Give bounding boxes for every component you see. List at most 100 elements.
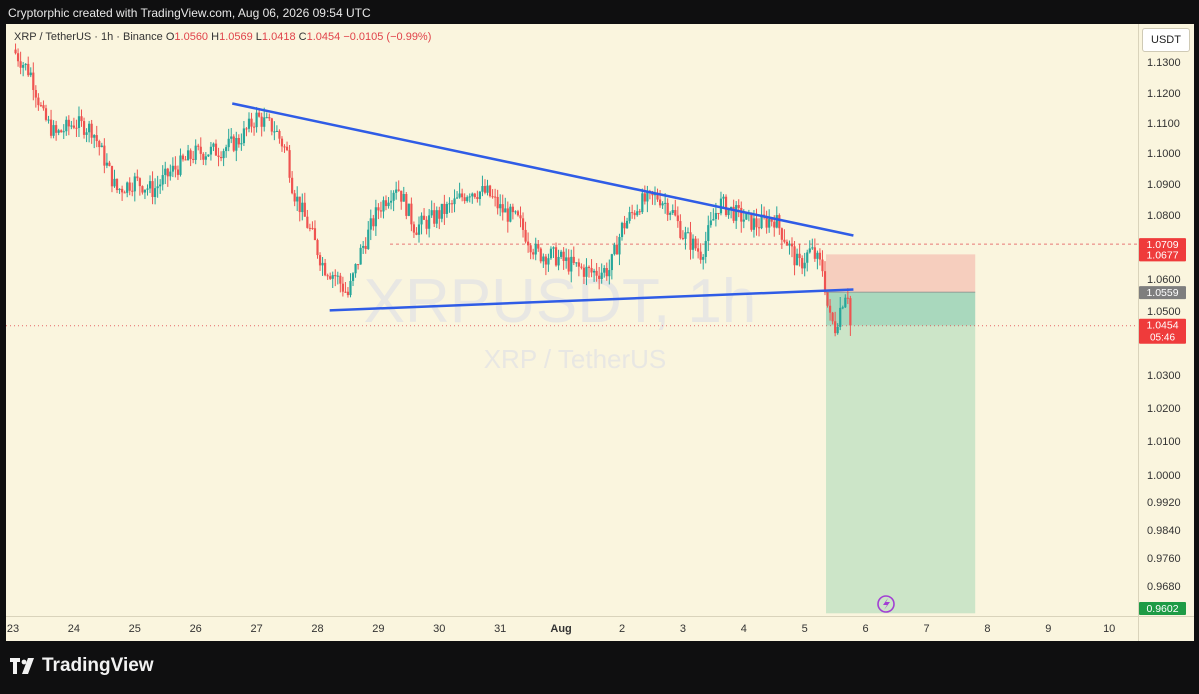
candle-body — [232, 136, 235, 151]
candle-body — [631, 212, 634, 214]
candle-body — [70, 125, 73, 127]
flash-alert-icon — [877, 595, 895, 613]
candle-body — [486, 185, 489, 193]
candle-body — [689, 232, 692, 250]
candle-body — [156, 186, 159, 189]
candle-body — [372, 218, 375, 227]
candle-body — [255, 112, 258, 128]
candle-body — [768, 219, 771, 228]
candle-body — [613, 244, 616, 255]
candle-body — [263, 117, 266, 127]
candle-body — [412, 224, 416, 233]
candle-body — [620, 222, 624, 238]
candle-body — [547, 258, 550, 265]
candle-body — [237, 137, 240, 145]
candle-body — [298, 196, 301, 213]
candle-body — [653, 194, 657, 196]
candle-body — [422, 215, 426, 220]
candle-body — [577, 262, 580, 267]
time-tick-label: 2 — [619, 623, 625, 635]
time-tick-label: Aug — [550, 623, 571, 635]
candle-body — [32, 72, 35, 91]
candle-body — [775, 215, 778, 228]
candle-body — [557, 256, 560, 266]
candle-body — [428, 215, 431, 229]
candle-body — [770, 219, 773, 222]
candle-body — [75, 127, 78, 129]
candle-body — [686, 232, 690, 234]
candle-body — [410, 203, 413, 225]
candle-body — [471, 193, 474, 197]
candle-body — [227, 138, 230, 148]
candle-body — [280, 138, 284, 147]
candle-body — [313, 228, 317, 241]
candle-body — [209, 146, 213, 155]
candle-body — [707, 225, 710, 242]
candle-body — [384, 200, 388, 207]
candle-body — [714, 212, 717, 220]
price-tick-label: 0.9840 — [1147, 525, 1181, 537]
candle-body — [455, 197, 459, 199]
candle-body — [181, 155, 185, 160]
candle-body — [750, 212, 753, 230]
tradingview-logo[interactable]: TradingView — [10, 655, 154, 677]
candle-body — [717, 212, 720, 214]
candle-body — [49, 119, 53, 136]
candle-body — [67, 119, 70, 127]
candle-body — [473, 193, 476, 198]
countdown-label: 05:46 — [1150, 333, 1175, 344]
candle-body — [501, 204, 504, 213]
candle-body — [133, 176, 136, 192]
candle-body — [532, 252, 535, 255]
legend-o-label: O — [165, 31, 175, 43]
time-tick-label: 26 — [190, 623, 202, 635]
candle-body — [811, 247, 814, 249]
time-tick-label: 3 — [680, 623, 686, 635]
candle-body — [664, 202, 667, 204]
candle-body — [849, 298, 852, 326]
candle-body — [430, 210, 433, 216]
candle-body — [625, 220, 629, 229]
candle-body — [364, 245, 367, 249]
candle-body — [516, 211, 520, 216]
candle-body — [14, 49, 17, 54]
candle-body — [19, 61, 22, 68]
candle-body — [712, 219, 715, 221]
candle-body — [514, 211, 517, 213]
candle-body — [549, 248, 553, 259]
candle-body — [697, 248, 700, 252]
candle-body — [62, 131, 65, 133]
candle-body — [291, 177, 294, 194]
candle-body — [95, 135, 98, 142]
candle-body — [778, 215, 781, 229]
candle-body — [283, 146, 286, 148]
candle-body — [742, 219, 745, 222]
candle-body — [379, 210, 383, 212]
price-tick-label: 1.0600 — [1147, 274, 1181, 286]
candle-body — [580, 266, 583, 268]
candle-body — [273, 131, 276, 133]
currency-button[interactable]: USDT — [1142, 28, 1190, 52]
time-axis[interactable] — [6, 616, 1138, 641]
candle-body — [615, 244, 619, 255]
candle-body — [88, 123, 91, 133]
candle-body — [565, 257, 568, 261]
candle-body — [641, 193, 644, 213]
candle-body — [103, 145, 106, 166]
time-tick-label: 24 — [68, 623, 80, 635]
candle-body — [481, 186, 484, 192]
candle-body — [34, 90, 37, 98]
candle-body — [311, 227, 314, 229]
candle-body — [818, 252, 822, 260]
candle-body — [788, 243, 791, 246]
candle-body — [339, 275, 342, 284]
candle-body — [610, 254, 613, 271]
time-tick-label: 23 — [7, 623, 19, 635]
candle-body — [247, 118, 251, 129]
candle-body — [98, 141, 101, 148]
candle-body — [730, 206, 733, 209]
entry-profit-zone — [826, 292, 976, 326]
candle-body — [542, 256, 545, 262]
time-tick-label: 25 — [129, 623, 141, 635]
candle-body — [174, 165, 177, 170]
